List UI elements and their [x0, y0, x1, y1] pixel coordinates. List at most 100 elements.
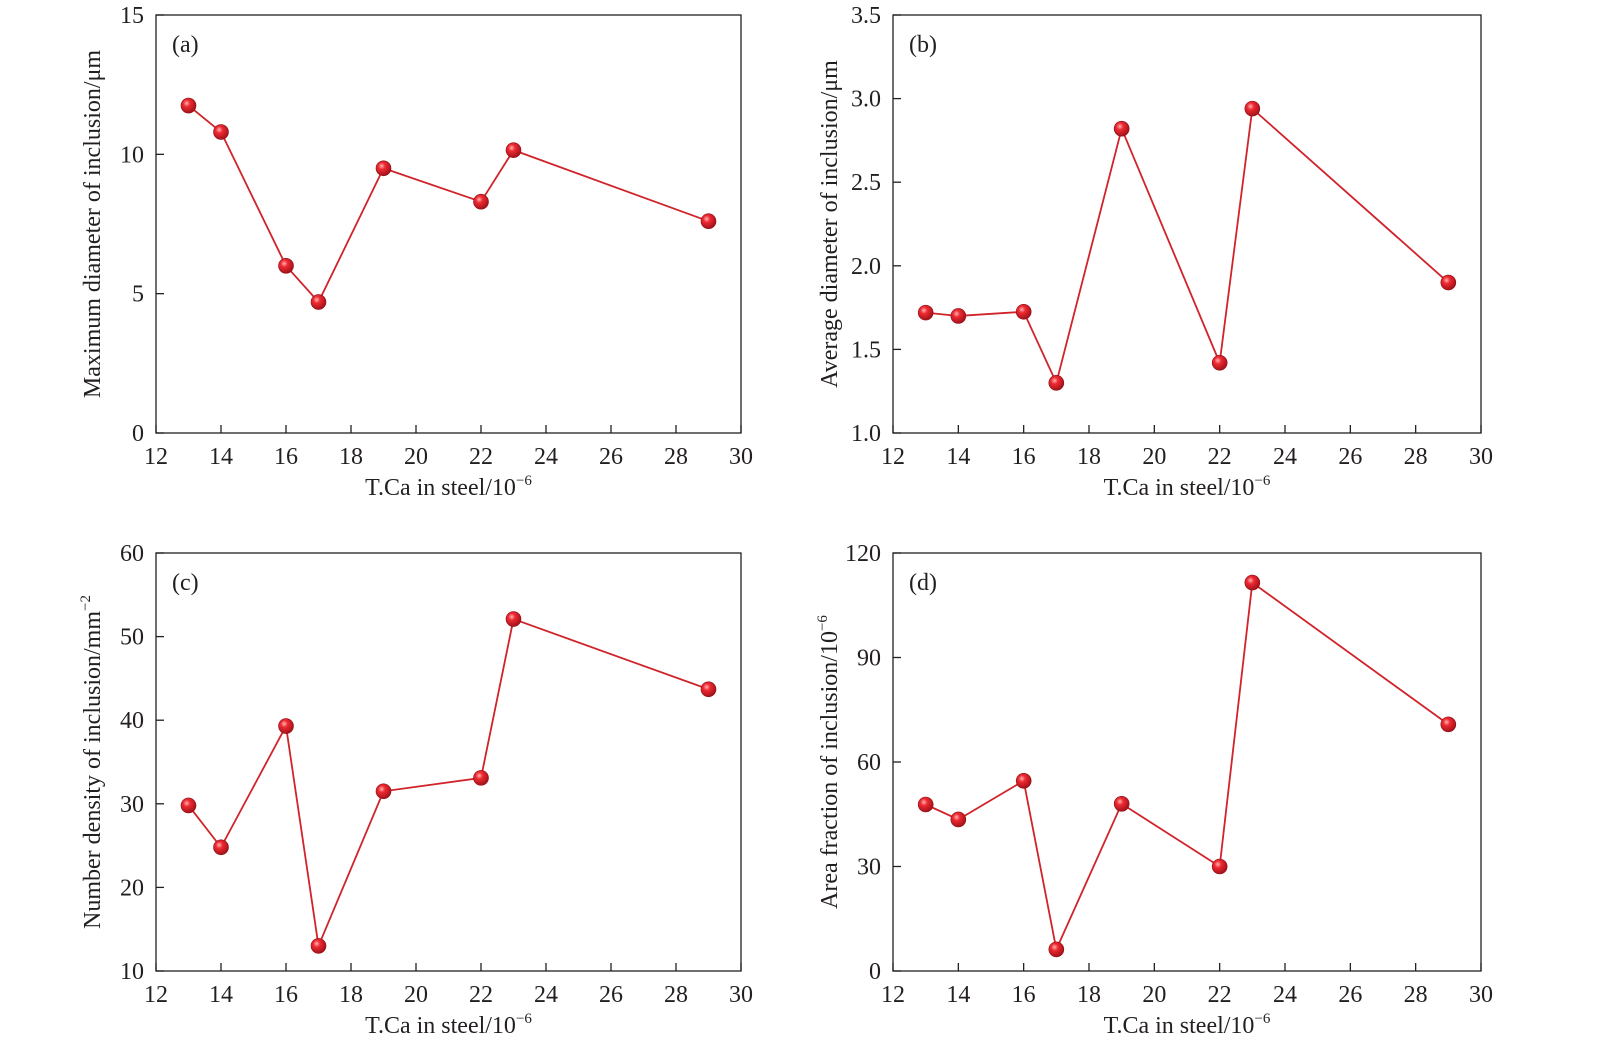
data-point-d-8 — [1440, 716, 1457, 733]
panel-label-b: (b) — [909, 32, 937, 58]
plot-frame-d — [892, 552, 1482, 972]
data-point-b-1 — [917, 304, 934, 321]
x-tick-label-d-26: 26 — [1338, 982, 1362, 1008]
x-tick-label-d-28: 28 — [1404, 982, 1428, 1008]
y-tick-label-d-4: 120 — [845, 541, 881, 567]
x-tick-label-a-12: 12 — [144, 444, 168, 470]
chart-panel-d: 12 14 16 18 20 22 24 26 28 30 0 30 60 90 120 (d) T.Ca in… — [815, 541, 1493, 1039]
panel-label-c: (c) — [172, 570, 199, 596]
y-tick-label-b-5: 3.5 — [851, 3, 881, 29]
data-point-a-1 — [180, 97, 197, 114]
data-point-a-8 — [700, 213, 717, 230]
y-tick-label-c-2: 30 — [120, 792, 144, 818]
y-tick-label-d-3: 90 — [857, 646, 881, 672]
x-tick-label-a-24: 24 — [534, 444, 558, 470]
x-tick-label-a-26: 26 — [599, 444, 623, 470]
data-point-a-7 — [505, 142, 522, 158]
y-tick-label-c-3: 40 — [120, 708, 144, 734]
x-tick-label-d-14: 14 — [946, 982, 970, 1008]
y-axis-label-d: Area fraction of inclusion/10−6 — [815, 615, 843, 909]
data-point-c-4 — [310, 938, 327, 954]
x-tick-label-a-16: 16 — [274, 444, 298, 470]
x-tick-label-b-28: 28 — [1404, 444, 1428, 470]
y-tick-label-a-2: 10 — [120, 142, 144, 168]
data-point-d-2 — [950, 811, 967, 828]
plot-frame-b — [892, 14, 1482, 434]
x-tick-label-c-24: 24 — [534, 982, 558, 1008]
x-tick-label-a-28: 28 — [664, 444, 688, 470]
data-point-d-6 — [1211, 858, 1228, 875]
x-tick-label-b-14: 14 — [946, 444, 970, 470]
chart-panel-c: 12 14 16 18 20 22 24 26 28 30 10 20 30 40 50 60 (c) T.Ca … — [78, 541, 753, 1039]
x-tick-label-d-18: 18 — [1077, 982, 1101, 1008]
y-tick-label-b-0: 1.0 — [851, 421, 881, 447]
data-point-a-2 — [213, 124, 229, 140]
data-point-c-2 — [213, 839, 229, 856]
plot-frame-c — [155, 552, 742, 972]
series-line-c — [187, 617, 709, 950]
data-point-b-3 — [1015, 303, 1032, 320]
chart-panels: 12 14 16 18 20 22 24 26 28 30 0 5 10 15 (a) T.Ca in ste… — [78, 3, 1493, 1039]
data-point-c-8 — [700, 681, 717, 698]
data-point-b-6 — [1211, 354, 1228, 371]
y-axis-label-b: Average diameter of inclusion/μm — [817, 60, 843, 388]
chart-panel-a: 12 14 16 18 20 22 24 26 28 30 0 5 10 15 (a) T.Ca in ste… — [80, 3, 753, 501]
data-point-d-4 — [1048, 941, 1065, 958]
panel-label-a: (a) — [172, 32, 199, 58]
data-point-d-5 — [1113, 795, 1130, 812]
y-tick-label-c-4: 50 — [120, 625, 144, 651]
x-tick-label-b-18: 18 — [1077, 444, 1101, 470]
series-line-b — [925, 106, 1449, 386]
data-point-a-4 — [310, 294, 327, 310]
series-line-a — [187, 104, 709, 304]
data-point-a-6 — [473, 193, 489, 210]
data-point-d-3 — [1015, 773, 1032, 789]
x-tick-label-a-22: 22 — [469, 444, 493, 470]
y-tick-label-b-3: 2.5 — [851, 170, 881, 196]
x-tick-label-d-16: 16 — [1012, 982, 1036, 1008]
x-tick-label-c-30: 30 — [729, 982, 753, 1008]
x-tick-label-c-28: 28 — [664, 982, 688, 1008]
y-tick-label-d-0: 0 — [869, 959, 881, 985]
y-tick-label-b-1: 1.5 — [851, 337, 881, 363]
y-tick-label-a-1: 5 — [132, 282, 144, 308]
data-point-b-8 — [1440, 274, 1457, 291]
x-tick-label-b-26: 26 — [1338, 444, 1362, 470]
y-tick-label-c-1: 20 — [120, 875, 144, 901]
y-tick-label-b-2: 2.0 — [851, 254, 881, 280]
panel-label-d: (d) — [909, 570, 937, 596]
data-point-a-3 — [278, 257, 294, 274]
data-point-c-6 — [473, 770, 489, 786]
x-tick-label-b-12: 12 — [881, 444, 905, 470]
y-tick-label-d-2: 60 — [857, 750, 881, 776]
x-tick-label-c-22: 22 — [469, 982, 493, 1008]
data-point-a-5 — [375, 160, 392, 177]
chart-panel-b: 12 14 16 18 20 22 24 26 28 30 1.0 1.5 2.0 2.5 3.0 3.5 (b… — [817, 3, 1493, 501]
x-tick-label-b-30: 30 — [1469, 444, 1493, 470]
x-tick-label-d-30: 30 — [1469, 982, 1493, 1008]
data-point-c-1 — [180, 797, 197, 814]
x-tick-label-b-16: 16 — [1012, 444, 1036, 470]
x-tick-label-b-22: 22 — [1208, 444, 1232, 470]
x-tick-label-b-24: 24 — [1273, 444, 1297, 470]
x-tick-label-d-24: 24 — [1273, 982, 1297, 1008]
y-tick-label-c-5: 60 — [120, 541, 144, 567]
x-tick-label-d-20: 20 — [1142, 982, 1166, 1008]
y-tick-label-a-0: 0 — [132, 421, 144, 447]
y-axis-label-a: Maximum diameter of inclusion/μm — [80, 50, 106, 398]
data-point-c-7 — [505, 611, 522, 627]
data-point-b-5 — [1113, 120, 1130, 137]
data-point-c-5 — [375, 783, 392, 800]
plot-frame-a — [155, 14, 742, 434]
series-line-d — [925, 580, 1449, 953]
x-tick-label-a-18: 18 — [339, 444, 363, 470]
x-tick-label-a-14: 14 — [209, 444, 233, 470]
data-point-c-3 — [278, 718, 294, 734]
x-tick-label-c-18: 18 — [339, 982, 363, 1008]
x-tick-label-d-12: 12 — [881, 982, 905, 1008]
data-point-d-7 — [1244, 574, 1261, 591]
x-axis-label-d: T.Ca in steel/10−6 — [1104, 1011, 1271, 1039]
x-tick-label-a-30: 30 — [729, 444, 753, 470]
x-tick-label-a-20: 20 — [404, 444, 428, 470]
x-tick-label-c-12: 12 — [144, 982, 168, 1008]
